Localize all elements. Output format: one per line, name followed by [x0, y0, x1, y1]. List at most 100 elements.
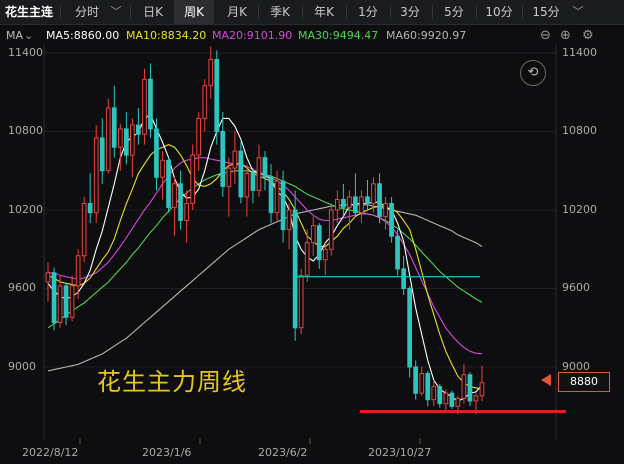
candle-up [473, 395, 479, 402]
candle-up [419, 373, 425, 394]
candle-up [232, 150, 238, 169]
chevron-down-icon[interactable]: ﹀ [110, 5, 122, 18]
candle-down [87, 203, 93, 214]
ma60-line [47, 204, 483, 372]
candle-down [365, 196, 370, 204]
candle-up [310, 225, 316, 244]
candle-up [455, 397, 461, 407]
x-tick-label: 2023/1/6 [142, 446, 192, 459]
candle-up [244, 172, 250, 198]
divider [302, 5, 303, 19]
minus-circle-icon[interactable]: ⊖ [540, 28, 551, 43]
candle-up [328, 209, 334, 250]
tab-season-k[interactable]: 季K [270, 5, 290, 19]
y-tick-right: 9600 [562, 281, 590, 294]
gear-icon[interactable]: ⚙ [582, 28, 594, 43]
divider [258, 5, 259, 19]
candle-down [214, 59, 220, 132]
candle-up [383, 203, 388, 218]
candle-down [268, 176, 274, 214]
candle-up [208, 59, 214, 87]
candle-up [57, 285, 63, 323]
current-price-label: 8880 [558, 372, 610, 392]
candle-down [353, 196, 358, 214]
candle-up [304, 242, 310, 276]
candle-up [298, 274, 304, 329]
candle-up [93, 137, 99, 214]
tab-day-k[interactable]: 日K [143, 5, 163, 19]
candle-down [467, 374, 473, 402]
divider [432, 5, 433, 19]
ma5-value: MA5:8860.00 [46, 29, 120, 42]
candle-up [359, 196, 364, 214]
price-pointer-icon [541, 374, 551, 386]
y-tick-left: 10200 [8, 203, 43, 216]
tab-fenshi[interactable]: 分时 [74, 5, 99, 19]
divider [522, 5, 523, 19]
x-tick-label: 2023/10/27 [368, 446, 432, 459]
candle-down [262, 157, 268, 178]
ma-label[interactable]: MA [6, 29, 24, 42]
plus-circle-icon[interactable]: ⊕ [560, 28, 571, 43]
tab-1min[interactable]: 1分 [358, 5, 378, 19]
candlestick-chart[interactable] [0, 44, 624, 464]
candle-up [443, 392, 449, 405]
chevron-down-icon[interactable]: ﹀ [572, 5, 584, 18]
chart-grid [43, 44, 557, 444]
tab-10min[interactable]: 10分 [485, 5, 513, 19]
candle-up [81, 203, 87, 257]
candle-down [51, 272, 57, 324]
candle-up [69, 285, 75, 318]
candle-down [395, 235, 400, 270]
candle-down [238, 150, 244, 198]
candle-up [347, 196, 352, 208]
candle-up [431, 386, 437, 401]
candle-down [292, 209, 298, 329]
y-tick-right: 10200 [562, 203, 597, 216]
candle-down [148, 78, 153, 130]
candle-down [449, 392, 455, 407]
tab-3min[interactable]: 3分 [400, 5, 420, 19]
candle-down [280, 180, 286, 231]
tab-month-k[interactable]: 月K [227, 5, 247, 19]
tab-15min[interactable]: 15分 [532, 5, 560, 19]
candle-up [130, 124, 135, 156]
ma30-value: MA30:9494.47 [298, 29, 379, 42]
x-tick-label: 2023/6/2 [258, 446, 308, 459]
candle-down [407, 288, 412, 368]
candle-down [136, 124, 141, 135]
candle-down [413, 366, 418, 394]
chart-overlays [295, 276, 566, 413]
divider [390, 5, 391, 19]
candle-down [63, 285, 69, 318]
candle-up [371, 183, 376, 204]
candle-down [220, 131, 226, 187]
divider [60, 5, 61, 19]
period-tab-bar: 花生主连 分时 ﹀ 日K 周K 月K 季K 年K 1分 3分 5分 10分 15… [0, 0, 624, 25]
candle-down [437, 386, 443, 405]
y-tick-right: 10800 [562, 124, 597, 137]
divider [346, 5, 347, 19]
candle-down [250, 172, 256, 191]
candle-down [166, 159, 171, 208]
y-tick-left: 9000 [8, 360, 36, 373]
chart-annotation: 花生主力周线 [97, 368, 247, 396]
candle-down [401, 268, 406, 289]
candle-down [377, 183, 382, 218]
candle-up [286, 209, 292, 231]
ma-legend: MA ⌄ MA5:8860.00 MA10:8834.20 MA20:9101.… [0, 26, 624, 46]
x-tick-label: 2022/8/12 [22, 446, 79, 459]
chevron-down-icon[interactable]: ⌄ [24, 29, 34, 42]
candles [45, 46, 485, 415]
tab-week-k[interactable]: 周K [174, 0, 214, 24]
candle-up [190, 154, 196, 204]
tab-5min[interactable]: 5分 [444, 5, 464, 19]
candle-up [335, 199, 340, 211]
candle-up [322, 248, 328, 261]
instrument-name[interactable]: 花生主连 [4, 5, 53, 19]
reset-view-icon[interactable]: ⟲ [520, 60, 546, 86]
tab-year-k[interactable]: 年K [314, 5, 334, 19]
candle-up [226, 167, 232, 187]
y-tick-right: 9000 [562, 360, 590, 373]
ma60-value: MA60:9920.97 [386, 29, 467, 42]
